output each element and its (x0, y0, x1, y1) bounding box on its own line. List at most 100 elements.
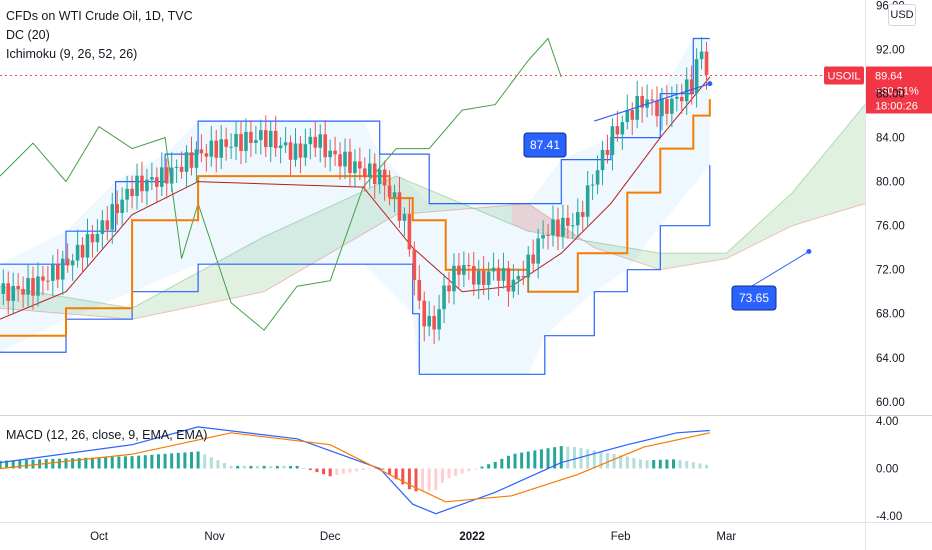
histogram-bar (236, 465, 240, 469)
histogram-bar (513, 453, 517, 469)
price-tick-label: 84.00 (876, 133, 905, 145)
macd-tick-label: -4.00 (876, 511, 902, 523)
histogram-bar (691, 462, 695, 469)
price-tick-label: 88.00 (876, 89, 905, 101)
candle-body (511, 279, 516, 292)
candle-body (244, 131, 248, 152)
candle-body (189, 152, 194, 168)
histogram-bar (381, 468, 385, 470)
histogram-bar (658, 459, 662, 469)
indicator-ichimoku-label[interactable]: Ichimoku (9, 26, 52, 26) (6, 47, 138, 61)
histogram-bar (249, 465, 253, 469)
candle-body (95, 233, 100, 243)
candle-body (491, 267, 496, 272)
candle-body (452, 265, 456, 292)
time-tick-label: Feb (611, 531, 631, 543)
candle-body (471, 266, 476, 285)
candle-body (407, 214, 412, 250)
histogram-bar (520, 452, 524, 469)
candle-body (605, 149, 610, 155)
annotations[interactable]: 87.41 73.65 (523, 81, 812, 311)
candle-body (476, 270, 481, 285)
annotation-73-label: 73.65 (739, 291, 769, 305)
candle-body (70, 260, 75, 266)
candle-body (90, 234, 95, 243)
candle-body (541, 234, 545, 239)
candlesticks (1, 37, 709, 345)
histogram-bar (71, 458, 75, 469)
candle-body (457, 265, 461, 275)
histogram-bar (355, 468, 359, 472)
candle-body (382, 169, 387, 186)
macd-pane (0, 426, 710, 515)
candle-body (115, 204, 120, 214)
histogram-bar (625, 456, 629, 469)
candle-body (600, 149, 605, 171)
candle-body (303, 144, 308, 158)
candle-body (704, 51, 709, 75)
candle-body (278, 145, 283, 149)
candle-body (140, 175, 144, 192)
price-badge (866, 66, 932, 114)
candle-body (105, 220, 110, 230)
candle-body (625, 110, 630, 123)
candle-body (585, 185, 590, 217)
histogram-bar (130, 456, 134, 469)
candle-body (155, 177, 159, 187)
histogram-bar (229, 465, 233, 469)
candle-body (110, 204, 115, 230)
donchian-channel (0, 37, 711, 375)
candle-body (689, 79, 694, 94)
candle-body (575, 212, 580, 226)
annotation-73-point (806, 249, 812, 255)
candle-body (313, 136, 318, 148)
candle-body (298, 143, 303, 158)
symbol-label: USOIL (827, 71, 860, 83)
histogram-bar (533, 450, 537, 469)
chart-title: CFDs on WTI Crude Oil, 1D, TVC (6, 9, 193, 23)
histogram-bar (487, 464, 491, 469)
candle-body (209, 140, 214, 157)
candle-body (229, 146, 233, 148)
annotation-87-box (523, 132, 567, 158)
last-price-line: USOIL 89.64 +30.31% 18:00:26 (0, 66, 932, 114)
candle-body (55, 264, 60, 280)
histogram-bar (440, 468, 444, 483)
candle-body (516, 276, 521, 280)
candle-body (526, 254, 531, 278)
candle-body (670, 98, 674, 114)
candle-body (377, 169, 382, 185)
histogram-bar (698, 463, 702, 469)
histogram-bar (572, 447, 576, 469)
candle-body (26, 277, 30, 295)
histogram-bar (579, 447, 583, 469)
candle-body (150, 177, 154, 180)
histogram-bar (493, 461, 497, 469)
macd-title[interactable]: MACD (12, 26, close, 9, EMA, EMA) (6, 428, 208, 442)
histogram-bar (394, 468, 398, 480)
price-tick-label: 72.00 (876, 265, 905, 277)
indicator-dc-label[interactable]: DC (20) (6, 28, 50, 42)
macd-tick-label: 4.00 (876, 416, 898, 428)
candle-body (620, 122, 625, 135)
candle-body (467, 264, 471, 267)
candle-body (650, 99, 654, 101)
histogram-bar (110, 456, 114, 469)
histogram-bar (665, 459, 669, 469)
candle-body (333, 150, 337, 155)
currency-button[interactable]: USD (888, 4, 916, 26)
change-label: +30.31% (875, 86, 919, 98)
candle-body (249, 131, 253, 143)
candle-body (254, 140, 258, 143)
histogram-bar (341, 468, 345, 474)
candle-body (397, 192, 402, 221)
candle-body (145, 179, 149, 192)
histogram-bar (473, 468, 477, 470)
histogram-bar (84, 457, 88, 469)
candle-body (353, 161, 357, 173)
candle-body (323, 134, 328, 158)
candle-body (447, 285, 451, 292)
candle-body (288, 142, 293, 160)
